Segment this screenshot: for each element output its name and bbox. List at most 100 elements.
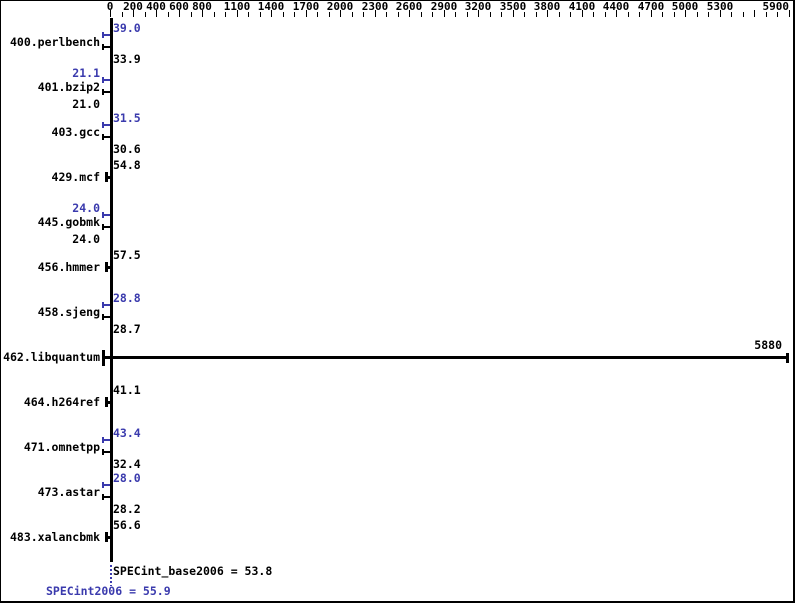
- base-bar-end-cap: [102, 494, 104, 500]
- base-bar: [104, 226, 110, 228]
- benchmark-name: 473.astar: [37, 485, 100, 499]
- axis-tick-label: 1100: [223, 0, 251, 13]
- axis-minor-tick: [501, 12, 502, 17]
- base-value-label: 24.0: [72, 232, 100, 246]
- base-bar: [104, 136, 110, 138]
- peak-value-label: 31.5: [113, 111, 141, 125]
- bar-end-cap: [105, 397, 108, 407]
- bar: [108, 401, 110, 404]
- peak-bar: [104, 214, 110, 216]
- peak-bar-end-cap: [102, 32, 104, 38]
- axis-major-tick: [513, 10, 514, 17]
- peak-value-label: 39.0: [113, 21, 141, 35]
- axis-tick-label: 800: [192, 0, 212, 13]
- value-label: 56.6: [113, 518, 141, 532]
- axis-minor-tick: [283, 12, 284, 17]
- base-value-label: 33.9: [113, 52, 141, 66]
- y-axis-line: [110, 18, 113, 562]
- axis-tick-label: 5900: [762, 0, 790, 13]
- axis-tick-label: 3500: [499, 0, 527, 13]
- axis-major-tick: [754, 10, 755, 17]
- base-value-label: 32.4: [113, 457, 141, 471]
- axis-tick-label: 4400: [602, 0, 630, 13]
- axis-minor-tick: [191, 12, 192, 17]
- axis-minor-tick: [329, 12, 330, 17]
- peak-value-label: 28.8: [113, 291, 141, 305]
- axis-minor-tick: [363, 12, 364, 17]
- axis-major-tick: [720, 10, 721, 17]
- axis-tick-label: 5300: [706, 0, 734, 13]
- axis-minor-tick: [593, 12, 594, 17]
- axis-tick-label: 3800: [533, 0, 561, 13]
- base-bar: [104, 316, 110, 318]
- axis-major-tick: [179, 10, 180, 17]
- benchmark-name: 462.libquantum: [3, 350, 100, 364]
- axis-minor-tick: [294, 12, 295, 17]
- base-bar-end-cap: [102, 44, 104, 50]
- axis-minor-tick: [605, 12, 606, 17]
- axis-major-tick: [306, 10, 307, 17]
- base-bar: [104, 451, 110, 453]
- axis-major-tick: [547, 10, 548, 17]
- axis-major-tick: [133, 10, 134, 17]
- base-value-label: 30.6: [113, 142, 141, 156]
- axis-tick-label: 400: [146, 0, 166, 13]
- axis-minor-tick: [398, 12, 399, 17]
- base-bar-end-cap: [102, 314, 104, 320]
- axis-tick-label: 2600: [395, 0, 423, 13]
- axis-major-tick: [478, 10, 479, 17]
- benchmark-name: 483.xalancbmk: [9, 530, 100, 544]
- benchmark-name: 400.perlbench: [9, 35, 100, 49]
- axis-minor-tick: [352, 12, 353, 17]
- axis-major-tick: [375, 10, 376, 17]
- benchmark-name: 458.sjeng: [37, 305, 100, 319]
- peak-bar-end-cap: [102, 212, 104, 218]
- base-bar: [104, 496, 110, 498]
- peak-bar: [104, 79, 110, 81]
- base-value-label: 28.7: [113, 322, 141, 336]
- summary-marker-dotted-line: [110, 565, 112, 586]
- base-bar-end-cap: [102, 449, 104, 455]
- benchmark-name: 471.omnetpp: [23, 440, 100, 454]
- axis-major-tick: [616, 10, 617, 17]
- axis-major-tick: [582, 10, 583, 17]
- benchmark-name: 403.gcc: [51, 125, 100, 139]
- axis-tick-label: 2000: [326, 0, 354, 13]
- axis-minor-tick: [639, 12, 640, 17]
- axis-minor-tick: [766, 12, 767, 17]
- axis-minor-tick: [317, 12, 318, 17]
- axis-major-tick: [685, 10, 686, 17]
- axis-minor-tick: [168, 12, 169, 17]
- base-bar: [104, 91, 110, 93]
- axis-major-tick: [271, 10, 272, 17]
- value-label: 54.8: [113, 158, 141, 172]
- specint-base-summary: SPECint_base2006 = 53.8: [113, 564, 273, 578]
- axis-minor-tick: [524, 12, 525, 17]
- axis-minor-tick: [386, 12, 387, 17]
- bar-end-cap: [105, 262, 108, 272]
- axis-minor-tick: [662, 12, 663, 17]
- axis-tick-label: 4700: [637, 0, 665, 13]
- bar: [105, 356, 786, 359]
- peak-bar-end-cap: [102, 302, 104, 308]
- benchmark-name: 401.bzip2: [37, 80, 100, 94]
- peak-value-label: 28.0: [113, 471, 141, 485]
- peak-value-label: 43.4: [113, 426, 141, 440]
- axis-minor-tick: [697, 12, 698, 17]
- base-bar-end-cap: [102, 224, 104, 230]
- axis-minor-tick: [743, 12, 744, 17]
- value-label: 41.1: [113, 383, 141, 397]
- peak-bar: [104, 34, 110, 36]
- axis-minor-tick: [674, 12, 675, 17]
- axis-tick-label: 5000: [671, 0, 699, 13]
- axis-major-tick: [409, 10, 410, 17]
- axis-minor-tick: [455, 12, 456, 17]
- specint-peak-summary: SPECint2006 = 55.9: [46, 584, 171, 598]
- axis-tick-label: 2300: [361, 0, 389, 13]
- axis-minor-tick: [421, 12, 422, 17]
- axis-major-tick: [202, 10, 203, 17]
- bar-end-cap: [105, 532, 108, 542]
- peak-bar-end-cap: [102, 437, 104, 443]
- peak-bar-end-cap: [102, 122, 104, 128]
